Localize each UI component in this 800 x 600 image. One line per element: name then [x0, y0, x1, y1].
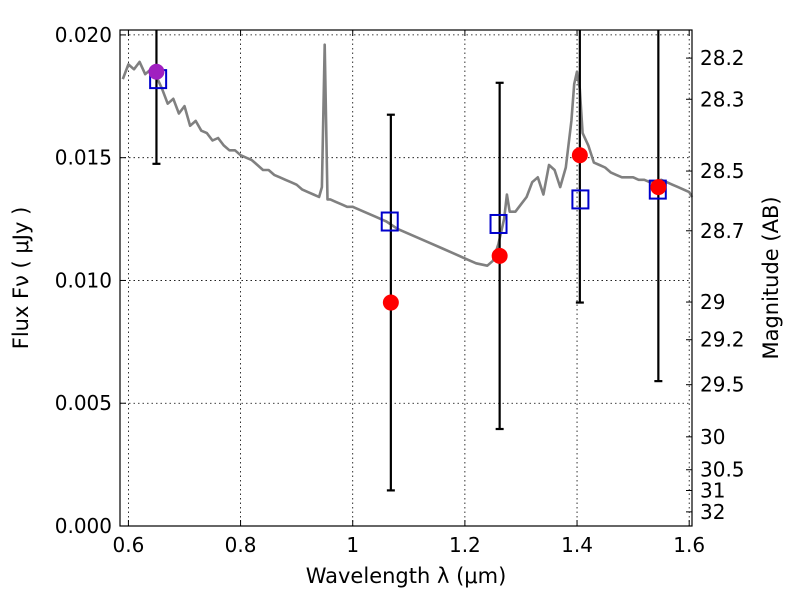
error-bars — [152, 30, 663, 492]
observed-photometry-markers — [148, 63, 667, 311]
x-tick-label: 1 — [346, 533, 359, 557]
model-spectrum-line — [121, 43, 694, 268]
x-tick-label: 1.6 — [673, 533, 705, 557]
observed-point — [650, 179, 667, 196]
observed-point — [491, 247, 508, 264]
y2-tick-label: 30.5 — [700, 458, 745, 482]
y-tick-labels: 0.000 0.005 0.010 0.015 0.020 — [55, 23, 112, 538]
y2-tick-label: 32 — [700, 500, 725, 524]
y-axis-label: Flux Fν ( μJy ) — [9, 207, 33, 350]
model-spectrum — [121, 43, 694, 268]
y2-tick-label: 29.5 — [700, 373, 745, 397]
x-tick-label: 1.4 — [561, 533, 593, 557]
y2-tick-label: 29 — [700, 290, 725, 314]
y-tick-label: 0.010 — [55, 268, 112, 292]
synthetic-point — [571, 189, 590, 210]
synthetic-point — [489, 213, 508, 234]
y2-tick-label: 28.7 — [700, 219, 745, 243]
y-tick-label: 0.005 — [55, 391, 112, 415]
axis-ticks — [120, 30, 692, 527]
grid — [120, 30, 692, 527]
x-tick-labels: 0.6 0.8 1 1.2 1.4 1.6 — [113, 533, 706, 557]
synthetic-point — [380, 211, 399, 232]
y-tick-label: 0.000 — [55, 514, 112, 538]
plot-frame — [119, 29, 693, 527]
y-tick-label: 0.015 — [55, 146, 112, 170]
x-tick-label: 1.2 — [449, 533, 481, 557]
x-axis-label: Wavelength λ (μm) — [306, 564, 507, 588]
observed-point — [382, 294, 399, 311]
y2-tick-label: 28.2 — [700, 46, 745, 70]
observed-point — [148, 63, 165, 80]
x-tick-label: 0.6 — [113, 533, 145, 557]
y2-tick-label: 29.2 — [700, 328, 745, 352]
synthetic-photometry-markers — [149, 69, 667, 234]
x-tick-label: 0.8 — [225, 533, 257, 557]
y2-axis-label: Magnitude (AB) — [759, 196, 783, 359]
y2-tick-label: 30 — [700, 425, 725, 449]
y2-tick-label: 28.5 — [700, 159, 745, 183]
y2-tick-label: 31 — [700, 479, 725, 503]
y-tick-label: 0.020 — [55, 23, 112, 47]
observed-point — [571, 147, 588, 164]
y2-tick-label: 28.3 — [700, 87, 745, 111]
